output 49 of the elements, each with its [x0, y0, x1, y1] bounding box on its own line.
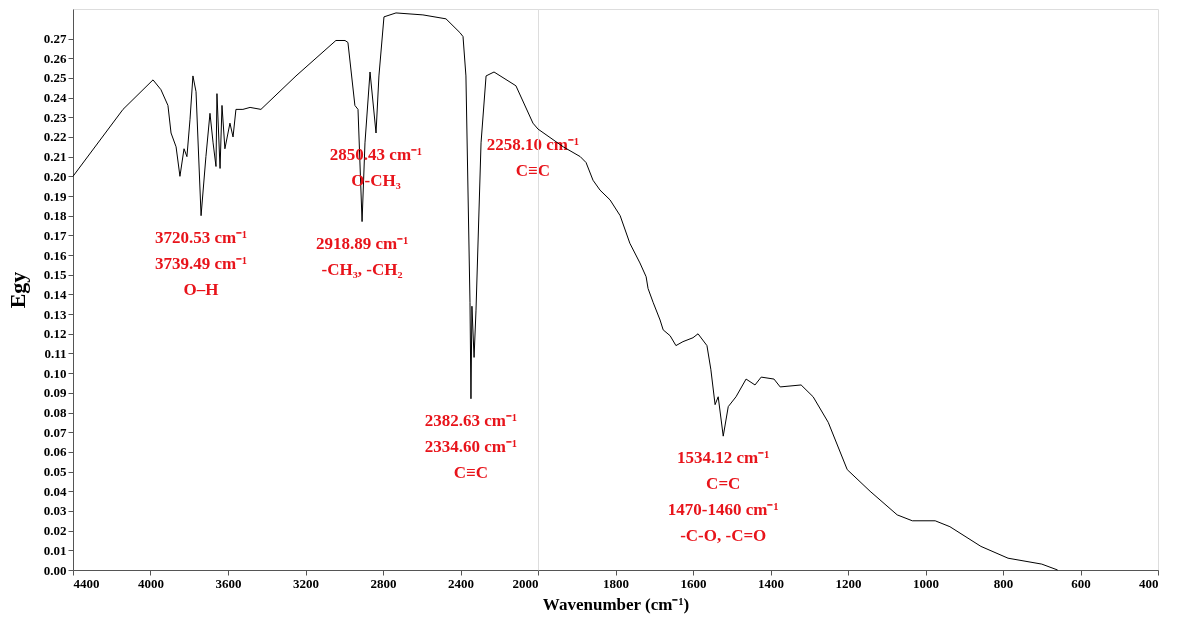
y-tick-label: 0.13 — [43, 306, 67, 322]
y-tick-label: 0.22 — [43, 129, 67, 145]
y-tick-label: 0.02 — [43, 523, 67, 539]
x-tick-label: 4400 — [73, 575, 100, 591]
x-tick-label: 3600 — [215, 575, 242, 591]
y-tick-label: 0.20 — [43, 168, 67, 184]
y-axis-title: Egy — [4, 271, 30, 309]
y-tick-label: 0.06 — [43, 444, 67, 460]
y-tick-label: 0.23 — [43, 109, 67, 125]
y-tick-label: 0.15 — [43, 267, 67, 283]
x-tick-label: 400 — [1139, 575, 1159, 591]
y-tick-label: 0.17 — [43, 227, 67, 243]
y-tick-label: 0.05 — [43, 464, 67, 480]
y-tick-label: 0.03 — [43, 503, 67, 519]
y-tick-label: 0.09 — [43, 385, 67, 401]
x-tick-label: 1800 — [603, 575, 629, 591]
y-tick-label: 0.25 — [43, 70, 67, 86]
x-tick-label: 1600 — [680, 575, 707, 591]
x-tick-label: 3200 — [293, 575, 319, 591]
y-tick-label: 0.04 — [43, 483, 67, 499]
y-tick-label: 0.08 — [43, 405, 67, 421]
annotation: 2382.63 cm⁻¹ 2334.60 cm⁻¹ C≡C — [424, 410, 518, 482]
y-tick-label: 0.27 — [43, 31, 67, 47]
y-tick-label: 0.11 — [44, 345, 67, 361]
annotation: 1534.12 cm⁻¹ C=C 1470-1460 cm⁻¹ -C-O, -C=O — [667, 448, 779, 546]
annotation: 2918.89 cm⁻¹ -CH₃, -CH₂ — [315, 233, 409, 279]
x-tick-label: 4000 — [138, 575, 164, 591]
y-tick-label: 0.12 — [43, 326, 67, 342]
y-tick-label: 0.26 — [43, 50, 67, 66]
y-tick-label: 0.14 — [43, 286, 67, 302]
y-tick-label: 0.24 — [43, 90, 67, 106]
y-tick-label: 0.21 — [43, 149, 67, 165]
y-tick-label: 0.10 — [43, 365, 67, 381]
annotation: 3720.53 cm⁻¹ 3739.49 cm⁻¹ O–H — [154, 227, 248, 299]
x-tick-label: 600 — [1071, 575, 1091, 591]
x-tick-label: 1000 — [913, 575, 939, 591]
x-tick-label: 2800 — [370, 575, 397, 591]
y-tick-label: 0.00 — [43, 562, 67, 578]
y-tick-label: 0.01 — [43, 542, 67, 558]
x-tick-label: 2400 — [448, 575, 474, 591]
x-tick-label: 1400 — [758, 575, 784, 591]
x-axis-title: Wavenumber (cm⁻¹) — [542, 594, 690, 614]
y-tick-label: 0.16 — [43, 247, 67, 263]
x-tick-label: 2000 — [512, 575, 539, 591]
y-tick-label: 0.07 — [43, 424, 67, 440]
y-tick-label: 0.18 — [43, 208, 67, 224]
y-tick-label: 0.19 — [43, 188, 67, 204]
x-tick-label: 1200 — [835, 575, 862, 591]
x-tick-label: 800 — [993, 575, 1014, 591]
